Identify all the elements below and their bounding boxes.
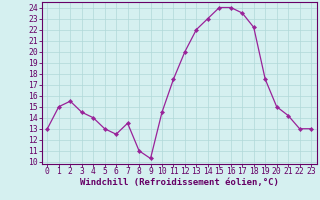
X-axis label: Windchill (Refroidissement éolien,°C): Windchill (Refroidissement éolien,°C) bbox=[80, 178, 279, 187]
